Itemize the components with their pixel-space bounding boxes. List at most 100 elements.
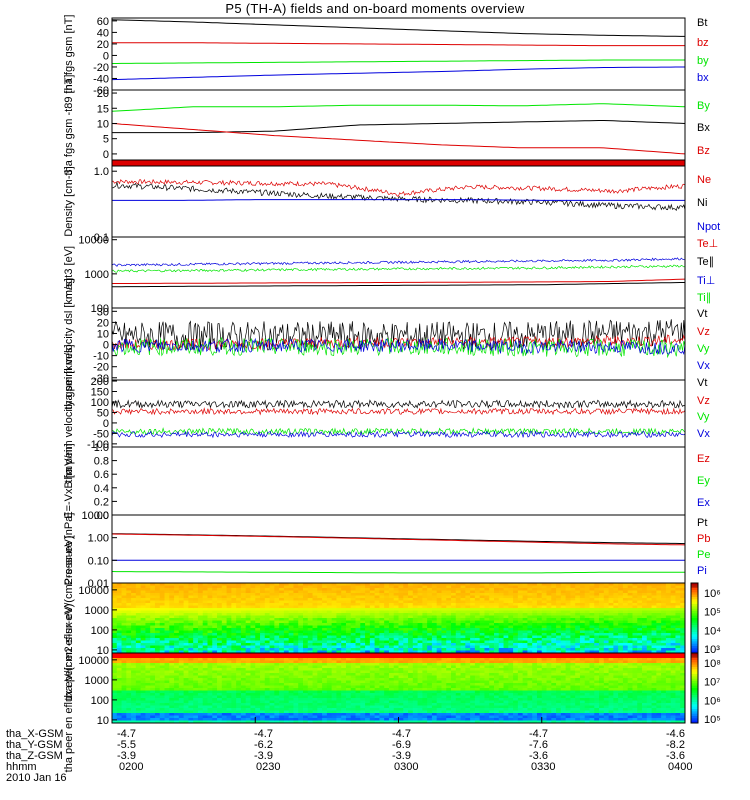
ylabel-pressure: Pressure [nPa] (63, 513, 75, 586)
ytick-label: 30 (97, 306, 109, 318)
legend-density-2: Npot (697, 221, 720, 233)
ytick-label: 0 (103, 340, 109, 352)
ytick-label: 100 (91, 397, 109, 409)
legend-pressure-3: Pi (697, 565, 707, 577)
legend-tha_fgs_gsm-0: Bt (697, 17, 707, 29)
ylabel-peer_en_eflux: tha peer en eflux eV/(cm2-s-sr-eV) (63, 604, 75, 773)
legend-tha_fgs_gsm-3: bx (697, 72, 709, 84)
ylabel-efield: E=-VxB [mV/m] (63, 443, 75, 519)
colorbar-tick: 10⁷ (704, 677, 720, 689)
ytick-label: 0 (103, 418, 109, 430)
zgsm-label: tha_Z-GSM (6, 750, 63, 762)
colorbar-peer_en_eflux (691, 653, 698, 724)
colorbar-tick: 10⁶ (704, 588, 721, 600)
ytick-label: 0.10 (88, 555, 109, 567)
legend-mag_temp-0: Te⊥ (697, 238, 718, 250)
ytick-label: 0.01 (88, 578, 109, 590)
ytick-label: 10 (97, 118, 109, 130)
series-line-tha_fgs_gsm-0 (111, 19, 685, 37)
series-line-density-0 (111, 178, 686, 197)
series-line-mag_temp-1 (112, 282, 685, 288)
hhmm-v0: 0200 (119, 761, 144, 773)
ytick-label: 1000 (85, 675, 109, 687)
ytick-label: 100 (91, 625, 109, 637)
legend-tha_fgs_gsm-2: by (697, 55, 709, 67)
ytick-label: 150 (91, 387, 109, 399)
ytick-label: -40 (93, 73, 109, 85)
legend-mag_temp-3: Ti∥ (697, 292, 711, 304)
separator-bar (112, 160, 685, 166)
xgsm-v4: -4.6 (666, 728, 685, 740)
ylabel-peim_velocity_gsm: tha peim velocity gsm [km/s] (63, 344, 75, 482)
ytick-label: -30 (93, 373, 109, 385)
legend-tha_fgs_gsm_t89-2: Bz (697, 145, 710, 157)
zgsm-v2: -3.9 (392, 750, 411, 762)
legend-efield-2: Ex (697, 497, 710, 509)
hhmm-v1: 0230 (256, 761, 281, 773)
legend-tha_fgs_gsm_t89-0: By (697, 100, 710, 112)
ytick-label: 60 (97, 16, 109, 28)
legend-pressure-0: Pt (697, 517, 707, 529)
spectrogram-peer_en_eflux (112, 653, 686, 724)
series-line-peim_velocity_dsl-2 (111, 336, 686, 359)
hhmm-v4: 0400 (668, 761, 693, 773)
date-label: 2010 Jan 16 (6, 772, 67, 784)
ytick-label: 1.0 (94, 442, 109, 454)
zgsm-v0: -3.9 (117, 750, 136, 762)
ytick-label: 10000 (78, 655, 109, 667)
ytick-label: -50 (93, 428, 109, 440)
legend-density-1: Ni (697, 197, 707, 209)
ytick-label: -100 (87, 439, 109, 451)
xgsm-label: tha_X-GSM (6, 728, 64, 740)
colorbar-tick: 10⁴ (704, 625, 721, 637)
series-line-tha_fgs_gsm-1 (112, 42, 685, 47)
colorbar-tick: 10⁵ (704, 607, 721, 619)
zgsm-v3: -3.6 (529, 750, 548, 762)
ytick-label: 10000 (78, 235, 109, 247)
ytick-label: 100 (91, 695, 109, 707)
legend-peim_velocity_dsl-2: Vy (697, 343, 710, 355)
legend-peim_velocity_dsl-3: Vx (697, 360, 710, 372)
ylabel-mag_temp: magt3 [eV] (63, 246, 75, 299)
colorbar-peir_en_eflux (691, 583, 698, 654)
ylabel-peir_en_eflux: tha peir en eflux eV/(cm2-s-sr-eV) (63, 535, 75, 700)
series-line-tha_fgs_gsm_t89-2 (111, 123, 686, 155)
ygsm-v2: -6.9 (392, 739, 411, 751)
series-line-pressure-2 (111, 571, 685, 574)
zgsm-v4: -3.6 (666, 750, 685, 762)
legend-mag_temp-2: Ti⊥ (697, 275, 715, 287)
ytick-label: 20 (97, 317, 109, 329)
legend-peim_velocity_dsl-0: Vt (697, 308, 707, 320)
series-line-density-1 (112, 181, 686, 211)
hhmm-v3: 0330 (531, 761, 556, 773)
ygsm-v0: -5.5 (117, 739, 136, 751)
ytick-label: 0 (103, 50, 109, 62)
series-line-mag_temp-2 (111, 257, 686, 267)
series-line-peim_velocity_gsm-3 (111, 430, 686, 439)
ytick-label: 0.6 (94, 469, 109, 481)
xgsm-v2: -4.7 (392, 728, 411, 740)
series-line-mag_temp-0 (112, 278, 686, 284)
ytick-label: 1000 (85, 269, 109, 281)
legend-peim_velocity_dsl-1: Vz (697, 326, 710, 338)
ytick-label: 50 (97, 407, 109, 419)
legend-efield-0: Ez (697, 453, 710, 465)
ytick-label: 10 (97, 328, 109, 340)
colorbar-tick: 10⁶ (704, 695, 721, 707)
panel-frame (111, 379, 686, 448)
ytick-label: 10 (97, 645, 109, 657)
colorbar-tick: 10⁸ (704, 658, 721, 670)
ytick-label: 20 (97, 39, 109, 51)
series-line-tha_fgs_gsm_t89-1 (112, 120, 686, 134)
series-line-mag_temp-3 (111, 264, 686, 273)
legend-mag_temp-1: Te∥ (697, 256, 714, 268)
ylabel-peim_velocity_dsl: tha peim velocity dsl [km/s] (63, 278, 75, 409)
ytick-label: -20 (93, 62, 109, 74)
series-line-tha_fgs_gsm-3 (111, 66, 685, 81)
ytick-label: 10.00 (81, 510, 109, 522)
ytick-label: 1000 (85, 605, 109, 617)
legend-tha_fgs_gsm_t89-1: Bx (697, 122, 710, 134)
zgsm-v1: -3.9 (254, 750, 273, 762)
ytick-label: -60 (93, 85, 109, 97)
